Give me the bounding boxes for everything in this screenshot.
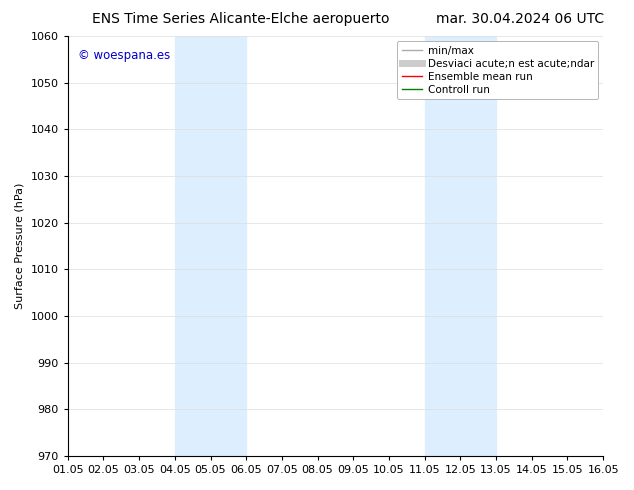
Bar: [425, 36, 496, 456]
Text: © woespana.es: © woespana.es: [79, 49, 171, 62]
Bar: [175, 36, 246, 456]
Legend: min/max, Desviaci acute;n est acute;ndar, Ensemble mean run, Controll run: min/max, Desviaci acute;n est acute;ndar…: [398, 41, 598, 99]
Y-axis label: Surface Pressure (hPa): Surface Pressure (hPa): [15, 183, 25, 309]
Text: ENS Time Series Alicante-Elche aeropuerto: ENS Time Series Alicante-Elche aeropuert…: [92, 12, 390, 26]
Text: mar. 30.04.2024 06 UTC: mar. 30.04.2024 06 UTC: [436, 12, 604, 26]
